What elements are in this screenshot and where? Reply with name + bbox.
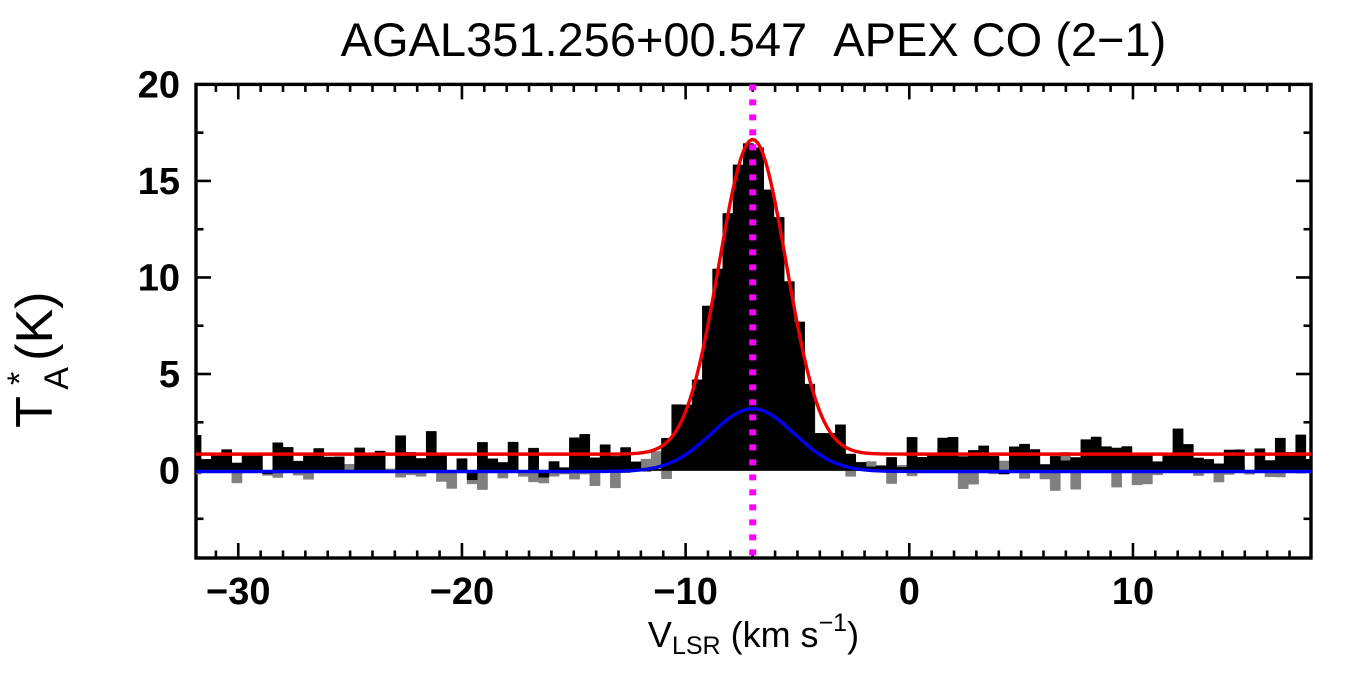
svg-text:10: 10: [1112, 571, 1154, 613]
svg-text:5: 5: [159, 354, 180, 396]
svg-text:AGAL351.256+00.547 APEX CO (2: AGAL351.256+00.547 APEX CO (2−1): [341, 13, 1167, 66]
svg-text:10: 10: [138, 257, 180, 299]
svg-text:−30: −30: [206, 571, 270, 613]
svg-text:0: 0: [159, 451, 180, 493]
svg-text:0: 0: [899, 571, 920, 613]
svg-text:20: 20: [138, 64, 180, 106]
svg-text:−20: −20: [430, 571, 494, 613]
svg-text:15: 15: [138, 161, 180, 203]
svg-text:−10: −10: [653, 571, 717, 613]
